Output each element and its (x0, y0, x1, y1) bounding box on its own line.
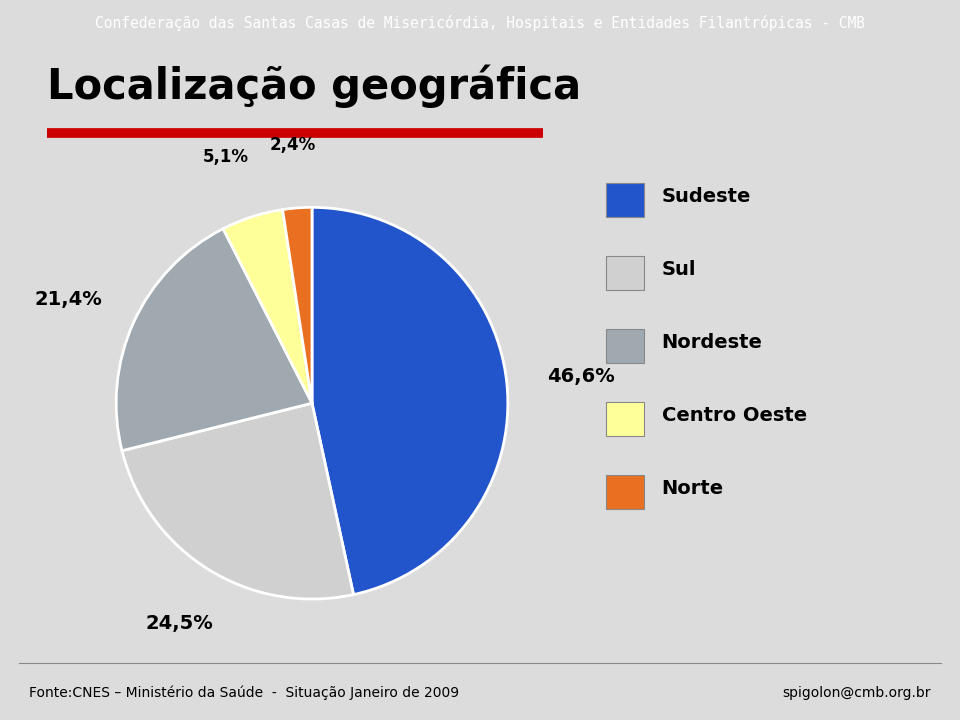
Bar (607, 183, 644, 217)
Text: Localização geográfica: Localização geográfica (47, 64, 581, 108)
Bar (607, 256, 644, 289)
Text: 46,6%: 46,6% (547, 367, 614, 386)
Wedge shape (282, 207, 312, 403)
Text: 5,1%: 5,1% (203, 148, 249, 166)
Wedge shape (116, 229, 312, 451)
Text: Sul: Sul (661, 260, 696, 279)
Text: Centro Oeste: Centro Oeste (661, 405, 806, 425)
Wedge shape (312, 207, 508, 595)
Text: 21,4%: 21,4% (35, 290, 102, 309)
Text: 2,4%: 2,4% (270, 136, 316, 154)
Wedge shape (223, 210, 312, 403)
Text: Fonte:CNES – Ministério da Saúde  -  Situação Janeiro de 2009: Fonte:CNES – Ministério da Saúde - Situa… (29, 685, 459, 700)
Wedge shape (122, 403, 353, 599)
Bar (607, 475, 644, 509)
Text: spigolon@cmb.org.br: spigolon@cmb.org.br (782, 685, 931, 700)
Text: Confederação das Santas Casas de Misericórdia, Hospitais e Entidades Filantrópic: Confederação das Santas Casas de Miseric… (95, 15, 865, 32)
Text: Nordeste: Nordeste (661, 333, 762, 351)
Bar (607, 329, 644, 363)
Text: 24,5%: 24,5% (146, 614, 213, 634)
Text: Norte: Norte (661, 479, 724, 498)
Bar (607, 402, 644, 436)
Text: Sudeste: Sudeste (661, 186, 751, 206)
